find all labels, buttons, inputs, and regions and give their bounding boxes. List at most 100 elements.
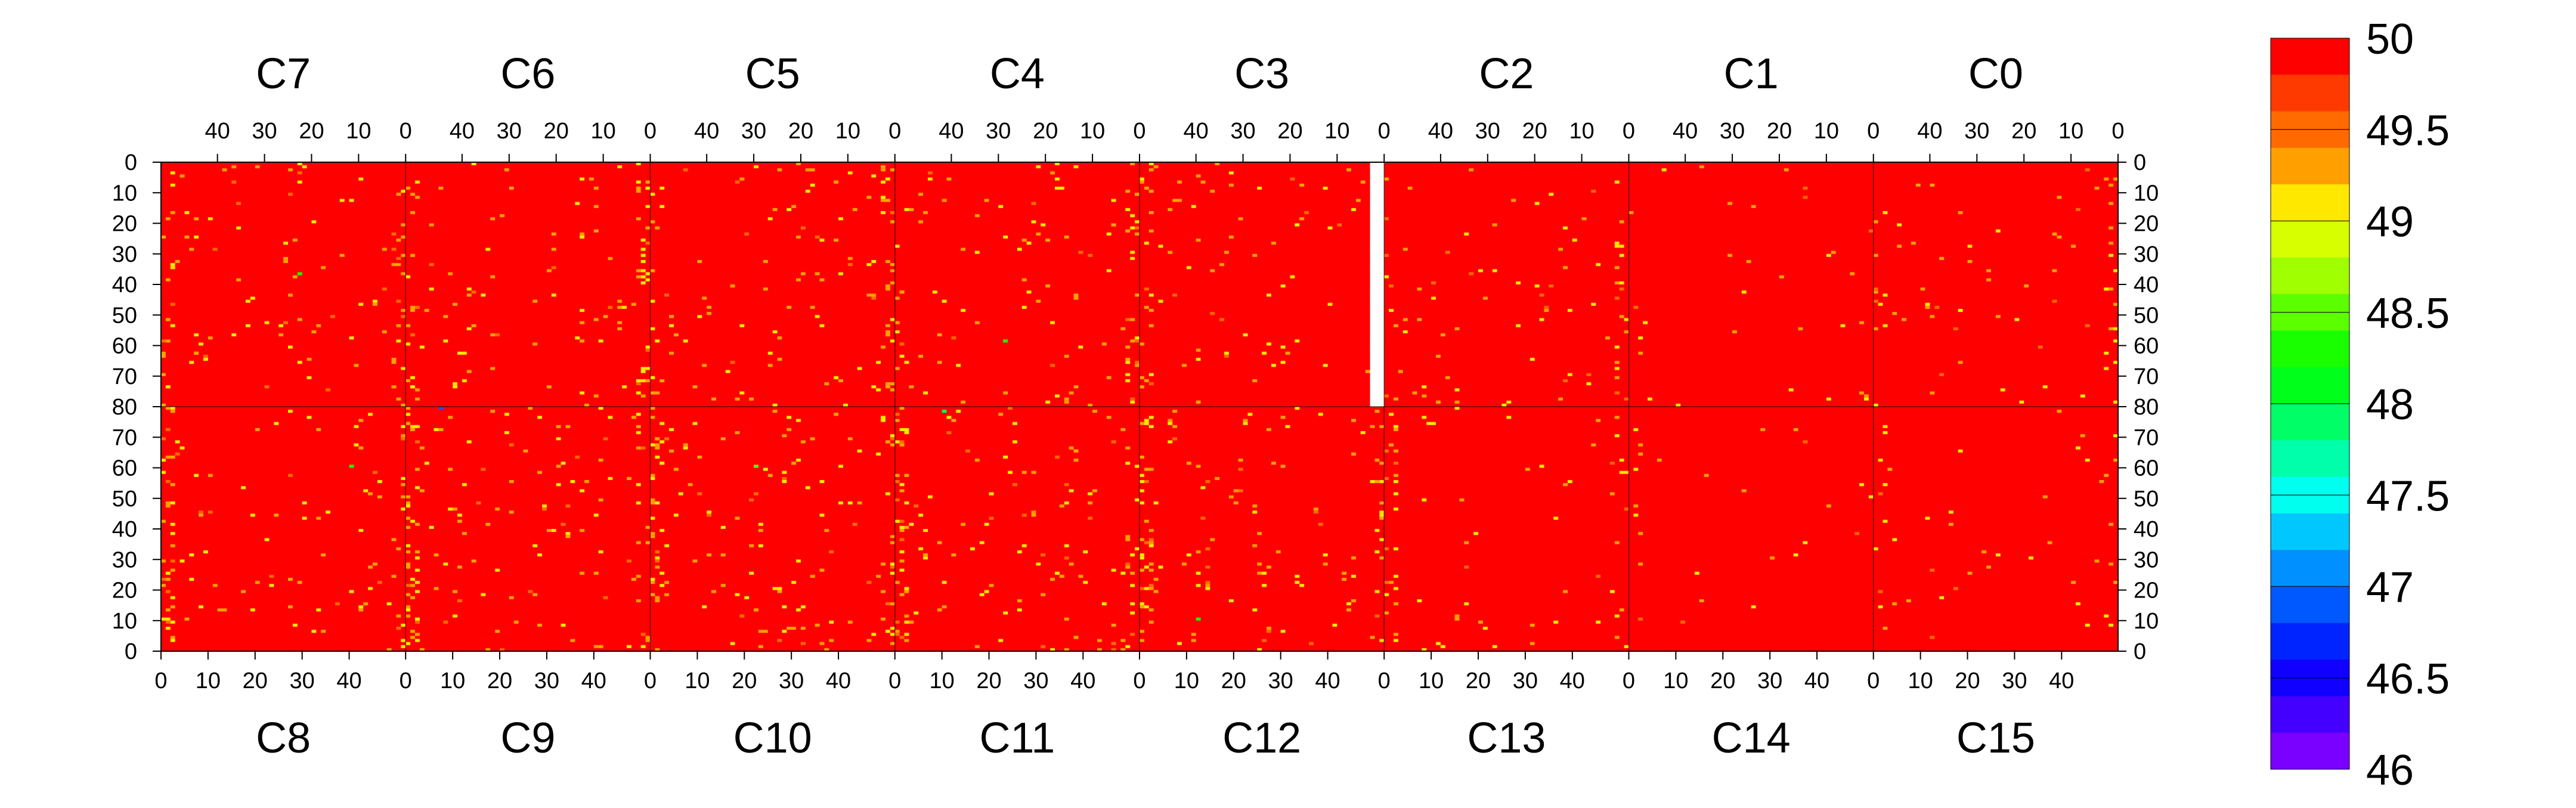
speckle-pixel [1803,440,1808,444]
speckle-pixel [2113,327,2118,330]
speckle-pixel [857,367,862,370]
x-tick-label-top: 10 [1569,119,1594,144]
speckle-pixel [2000,388,2005,392]
speckle-pixel [758,529,763,533]
speckle-pixel [1031,510,1036,514]
speckle-pixel [170,544,175,547]
speckle-pixel [2109,287,2114,291]
speckle-pixel [1614,376,1620,379]
speckle-pixel [650,473,655,477]
speckle-pixel [1346,602,1352,606]
speckle-pixel [1614,614,1620,618]
speckle-pixel [415,617,420,621]
speckle-pixel [970,547,975,550]
speckle-pixel [707,553,712,557]
x-tick-label-bottom: 0 [644,668,657,694]
speckle-pixel [697,315,702,318]
x-tick-label-bottom: 10 [440,668,465,694]
speckle-pixel [504,431,509,435]
speckle-pixel [1614,391,1620,395]
speckle-pixel [847,171,853,175]
speckle-pixel [627,559,631,563]
x-tick-label-bottom: 10 [930,668,955,694]
speckle-pixel [297,361,302,364]
speckle-pixel [589,177,594,181]
speckle-pixel [1140,342,1144,346]
speckle-pixel [1140,501,1144,505]
speckle-pixel [1262,571,1267,575]
speckle-pixel [984,522,989,526]
speckle-pixel [1454,614,1460,618]
speckle-pixel [443,315,448,318]
speckle-pixel [1892,602,1897,606]
speckle-pixel [1050,321,1055,324]
speckle-pixel [1394,397,1398,401]
speckle-pixel [1182,364,1187,367]
speckle-pixel [834,376,839,379]
speckle-pixel [660,529,665,533]
speckle-pixel [683,339,688,343]
speckle-pixel [222,608,227,612]
x-tick-label-top: 20 [1277,119,1302,144]
speckle-pixel [1148,468,1154,471]
speckle-pixel [1148,620,1154,624]
speckle-pixel [2042,495,2048,499]
speckle-pixel [1144,419,1149,422]
speckle-pixel [636,425,641,428]
speckle-pixel [989,516,994,520]
speckle-pixel [744,596,750,599]
speckle-pixel [617,165,623,169]
speckle-pixel [881,419,886,422]
speckle-pixel [1130,633,1135,636]
speckle-pixel [1125,229,1131,233]
speckle-pixel [1826,397,1831,401]
colorbar-band [2271,586,2349,624]
speckle-pixel [1041,553,1046,557]
x-tick-label-bottom: 0 [888,668,901,694]
speckle-pixel [697,492,702,496]
speckle-pixel [1394,507,1398,511]
speckle-pixel [1676,403,1681,407]
speckle-pixel [881,211,886,215]
speckle-pixel [354,443,359,447]
colorbar-band [2271,696,2349,733]
speckle-pixel [871,260,877,264]
speckle-pixel [231,333,237,337]
speckle-pixel [749,498,754,501]
speckle-pixel [443,339,448,343]
speckle-pixel [909,208,914,212]
chip-label-bottom: C12 [1222,714,1301,762]
speckle-pixel [283,256,289,261]
speckle-pixel [1934,305,1940,309]
speckle-pixel [1986,565,1991,569]
speckle-pixel [885,440,890,444]
speckle-pixel [471,559,476,563]
speckle-pixel [1394,492,1398,496]
speckle-pixel [1614,416,1620,419]
speckle-pixel [923,553,928,557]
speckle-pixel [918,354,924,358]
speckle-pixel [1088,501,1093,505]
speckle-pixel [1148,529,1154,533]
outlier-pixel [942,410,947,413]
speckle-pixel [462,351,467,355]
y-tick-label-right: 40 [2134,517,2159,542]
speckle-pixel [847,256,853,261]
speckle-pixel [1539,293,1544,297]
speckle-pixel [1073,293,1079,297]
speckle-pixel [410,211,416,215]
speckle-pixel [561,623,566,627]
speckle-pixel [565,535,571,538]
colorbar-band [2271,75,2349,112]
speckle-pixel [1041,645,1046,648]
speckle-pixel [767,351,773,355]
speckle-pixel [410,376,416,379]
speckle-pixel [165,318,171,321]
chip-label-top: C7 [256,50,311,98]
speckle-pixel [1148,324,1154,327]
speckle-pixel [1327,226,1333,230]
speckle-pixel [264,538,270,541]
speckle-pixel [1140,385,1144,389]
speckle-pixel [1125,462,1131,465]
speckle-pixel [1342,571,1347,575]
